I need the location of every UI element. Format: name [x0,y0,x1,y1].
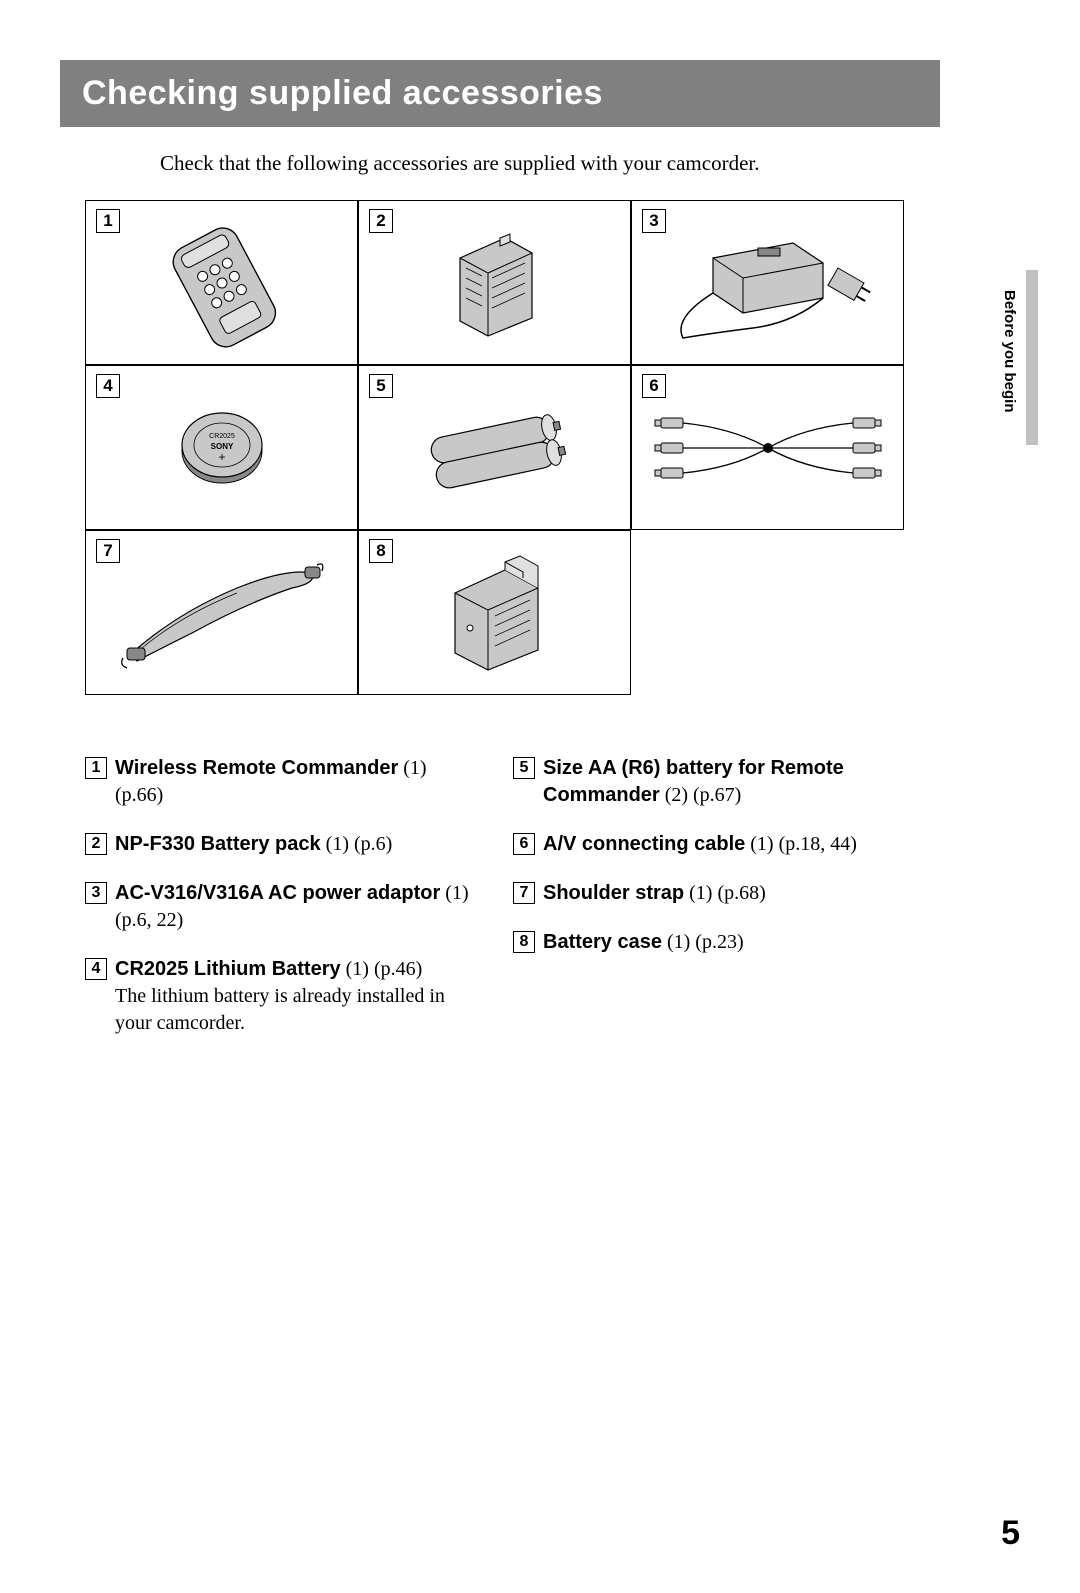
list-item: 1 Wireless Remote Commander (1) (p.66) [85,755,477,809]
item-number: 1 [85,757,107,779]
remote-commander-icon [132,218,312,348]
cell-number: 7 [96,539,120,563]
list-item: 8 Battery case (1) (p.23) [513,929,905,956]
item-text: AC-V316/V316A AC power adaptor (1) (p.6,… [115,880,477,934]
intro-text: Check that the following accessories are… [160,151,1020,176]
cell-number: 2 [369,209,393,233]
cell-number: 3 [642,209,666,233]
aa-batteries-icon [405,398,585,498]
av-cable-icon [653,398,883,498]
section-title: Checking supplied accessories [82,74,918,113]
list-item: 7 Shoulder strap (1) (p.68) [513,880,905,907]
grid-cell: 4 CR2025 SONY + [85,365,358,530]
grid-cell-empty [631,530,904,695]
item-text: A/V connecting cable (1) (p.18, 44) [543,831,905,858]
list-column-right: 5 Size AA (R6) battery for Remote Comman… [513,755,905,1059]
section-header-band: Checking supplied accessories [60,60,940,127]
item-number: 5 [513,757,535,779]
item-number: 8 [513,931,535,953]
grid-cell: 3 [631,200,904,365]
shoulder-strap-icon [117,553,327,673]
list-item: 2 NP-F330 Battery pack (1) (p.6) [85,831,477,858]
side-tab-label: Before you begin [1001,290,1018,413]
lithium-battery-icon: CR2025 SONY + [167,403,277,493]
item-text: Battery case (1) (p.23) [543,929,905,956]
battery-pack-icon [430,218,560,348]
item-number: 7 [513,882,535,904]
grid-cell: 5 [358,365,631,530]
svg-text:CR2025: CR2025 [209,433,235,440]
page-number: 5 [1001,1514,1020,1553]
accessory-list: 1 Wireless Remote Commander (1) (p.66) 2… [85,755,905,1059]
grid-cell: 8 [358,530,631,695]
item-number: 2 [85,833,107,855]
cell-number: 6 [642,374,666,398]
grid-cell: 6 [631,365,904,530]
list-item: 6 A/V connecting cable (1) (p.18, 44) [513,831,905,858]
cell-number: 4 [96,374,120,398]
cell-number: 5 [369,374,393,398]
list-column-left: 1 Wireless Remote Commander (1) (p.66) 2… [85,755,477,1059]
item-text: NP-F330 Battery pack (1) (p.6) [115,831,477,858]
list-item: 3 AC-V316/V316A AC power adaptor (1) (p.… [85,880,477,934]
item-number: 6 [513,833,535,855]
battery-case-icon [420,548,570,678]
item-text: Size AA (R6) battery for Remote Commande… [543,755,905,809]
item-number: 3 [85,882,107,904]
cell-number: 1 [96,209,120,233]
item-text: CR2025 Lithium Battery (1) (p.46)The lit… [115,956,477,1037]
item-text: Wireless Remote Commander (1) (p.66) [115,755,477,809]
item-number: 4 [85,958,107,980]
svg-text:+: + [218,450,225,464]
list-item: 4 CR2025 Lithium Battery (1) (p.46)The l… [85,956,477,1037]
accessory-grid: 1 [85,200,905,695]
page: Checking supplied accessories Check that… [0,60,1080,1593]
ac-adaptor-icon [653,218,883,348]
side-tab-mark [1026,270,1038,445]
grid-cell: 7 [85,530,358,695]
grid-cell: 2 [358,200,631,365]
item-text: Shoulder strap (1) (p.68) [543,880,905,907]
grid-cell: 1 [85,200,358,365]
cell-number: 8 [369,539,393,563]
list-item: 5 Size AA (R6) battery for Remote Comman… [513,755,905,809]
